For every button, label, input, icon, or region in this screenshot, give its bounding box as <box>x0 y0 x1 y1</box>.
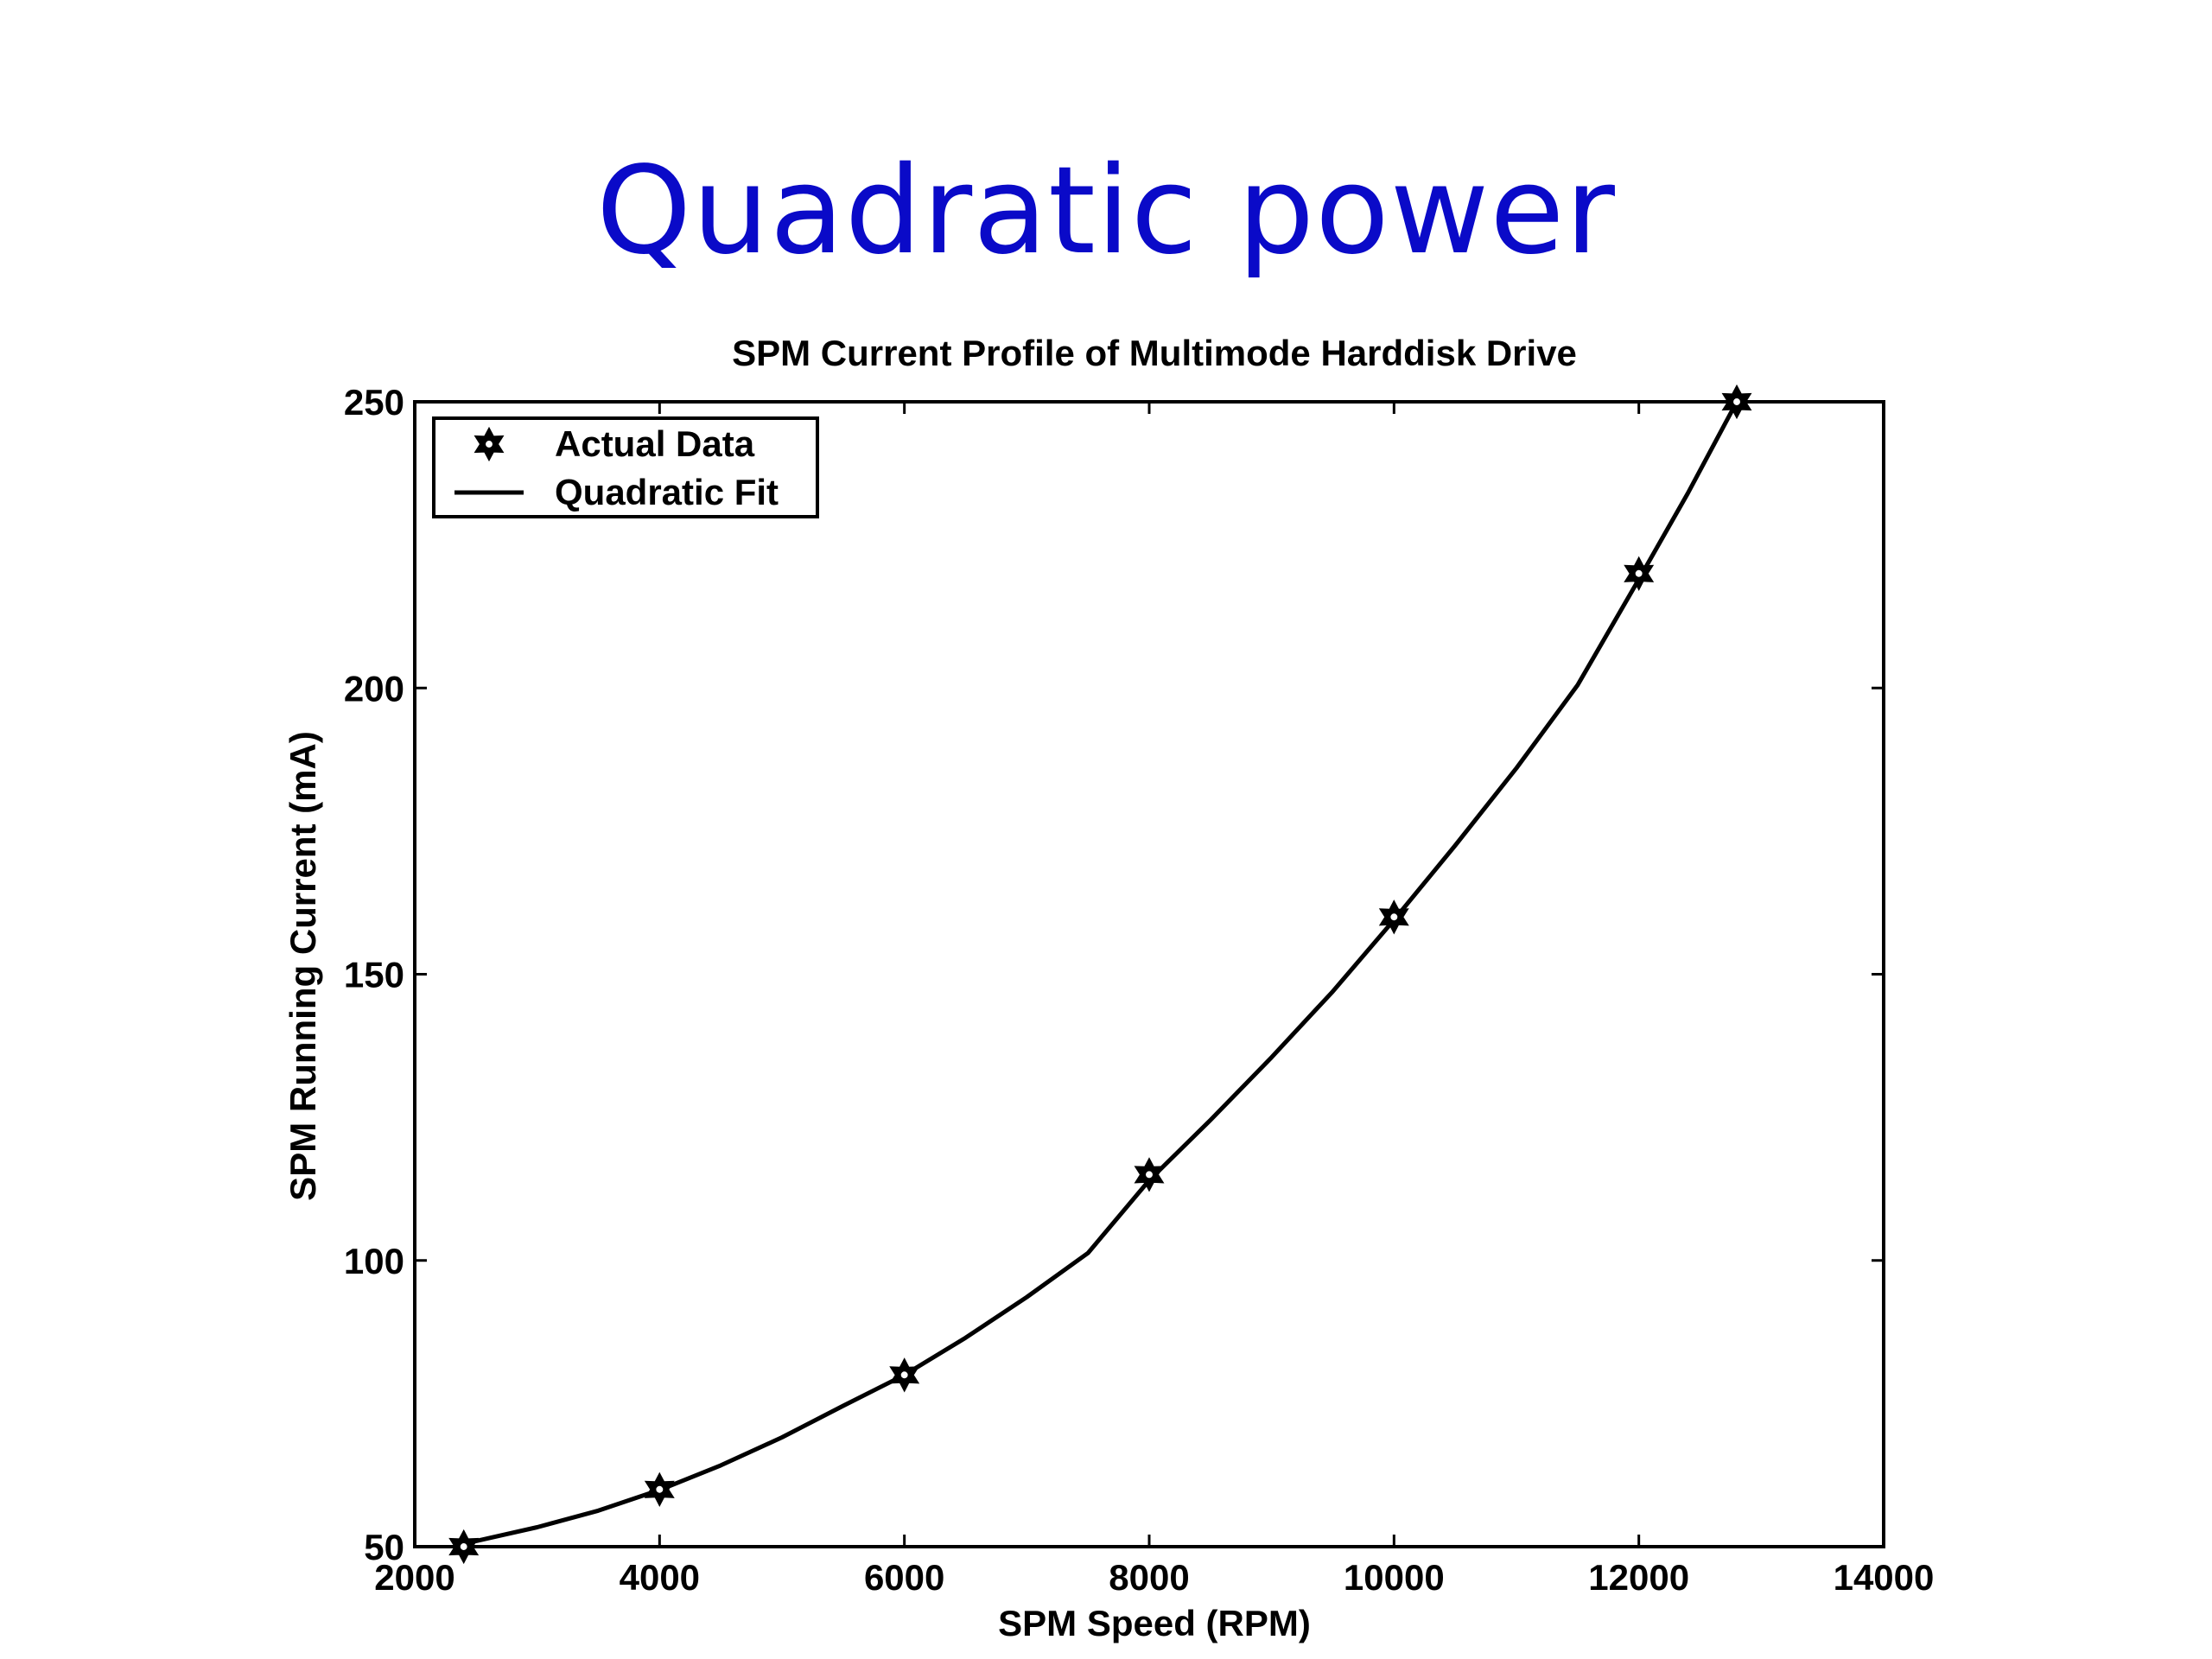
legend: Actual Data Quadratic Fit <box>432 416 819 518</box>
legend-box <box>432 416 819 518</box>
x-tick-label: 12000 <box>1588 1557 1689 1598</box>
data-point-center <box>900 1371 908 1379</box>
y-tick-label: 150 <box>344 955 404 995</box>
x-axis-label: SPM Speed (RPM) <box>998 1603 1311 1643</box>
data-point-center <box>1146 1171 1153 1179</box>
legend-label-actual-data: Actual Data <box>555 423 755 464</box>
y-tick-label: 100 <box>344 1241 404 1281</box>
legend-label-quadratic-fit: Quadratic Fit <box>555 472 779 512</box>
x-tick-label: 2000 <box>374 1557 454 1598</box>
data-point-center <box>1635 569 1643 577</box>
series-line-quadratic-fit <box>463 400 1739 1547</box>
series-layer <box>448 384 1752 1565</box>
legend-star-marker <box>474 426 505 462</box>
y-tick-label: 200 <box>344 668 404 709</box>
x-tick-label: 10000 <box>1344 1557 1445 1598</box>
legend-star-icon-center <box>486 441 493 448</box>
plot-border <box>413 400 1885 1548</box>
data-point-center <box>1390 913 1398 921</box>
y-axis: 50 100 150 200 250 <box>344 382 1884 1567</box>
x-tick-label: 6000 <box>864 1557 944 1598</box>
data-point-center <box>1733 398 1740 405</box>
x-tick-label: 4000 <box>620 1557 700 1598</box>
y-tick-label: 250 <box>344 382 404 423</box>
plot-frame <box>413 400 1885 1548</box>
y-axis-label: SPM Running Current (mA) <box>283 731 323 1201</box>
chart-title: SPM Current Profile of Multimode Harddis… <box>732 333 1577 373</box>
y-tick-label: 50 <box>364 1527 404 1567</box>
data-point-center <box>460 1543 467 1550</box>
slide-title: Quadratic power <box>596 141 1616 282</box>
x-tick-label: 8000 <box>1109 1557 1189 1598</box>
data-point-center <box>656 1485 664 1493</box>
x-axis: 2000 4000 6000 8000 10000 12000 14000 <box>374 402 1934 1598</box>
x-tick-label: 14000 <box>1834 1557 1935 1598</box>
